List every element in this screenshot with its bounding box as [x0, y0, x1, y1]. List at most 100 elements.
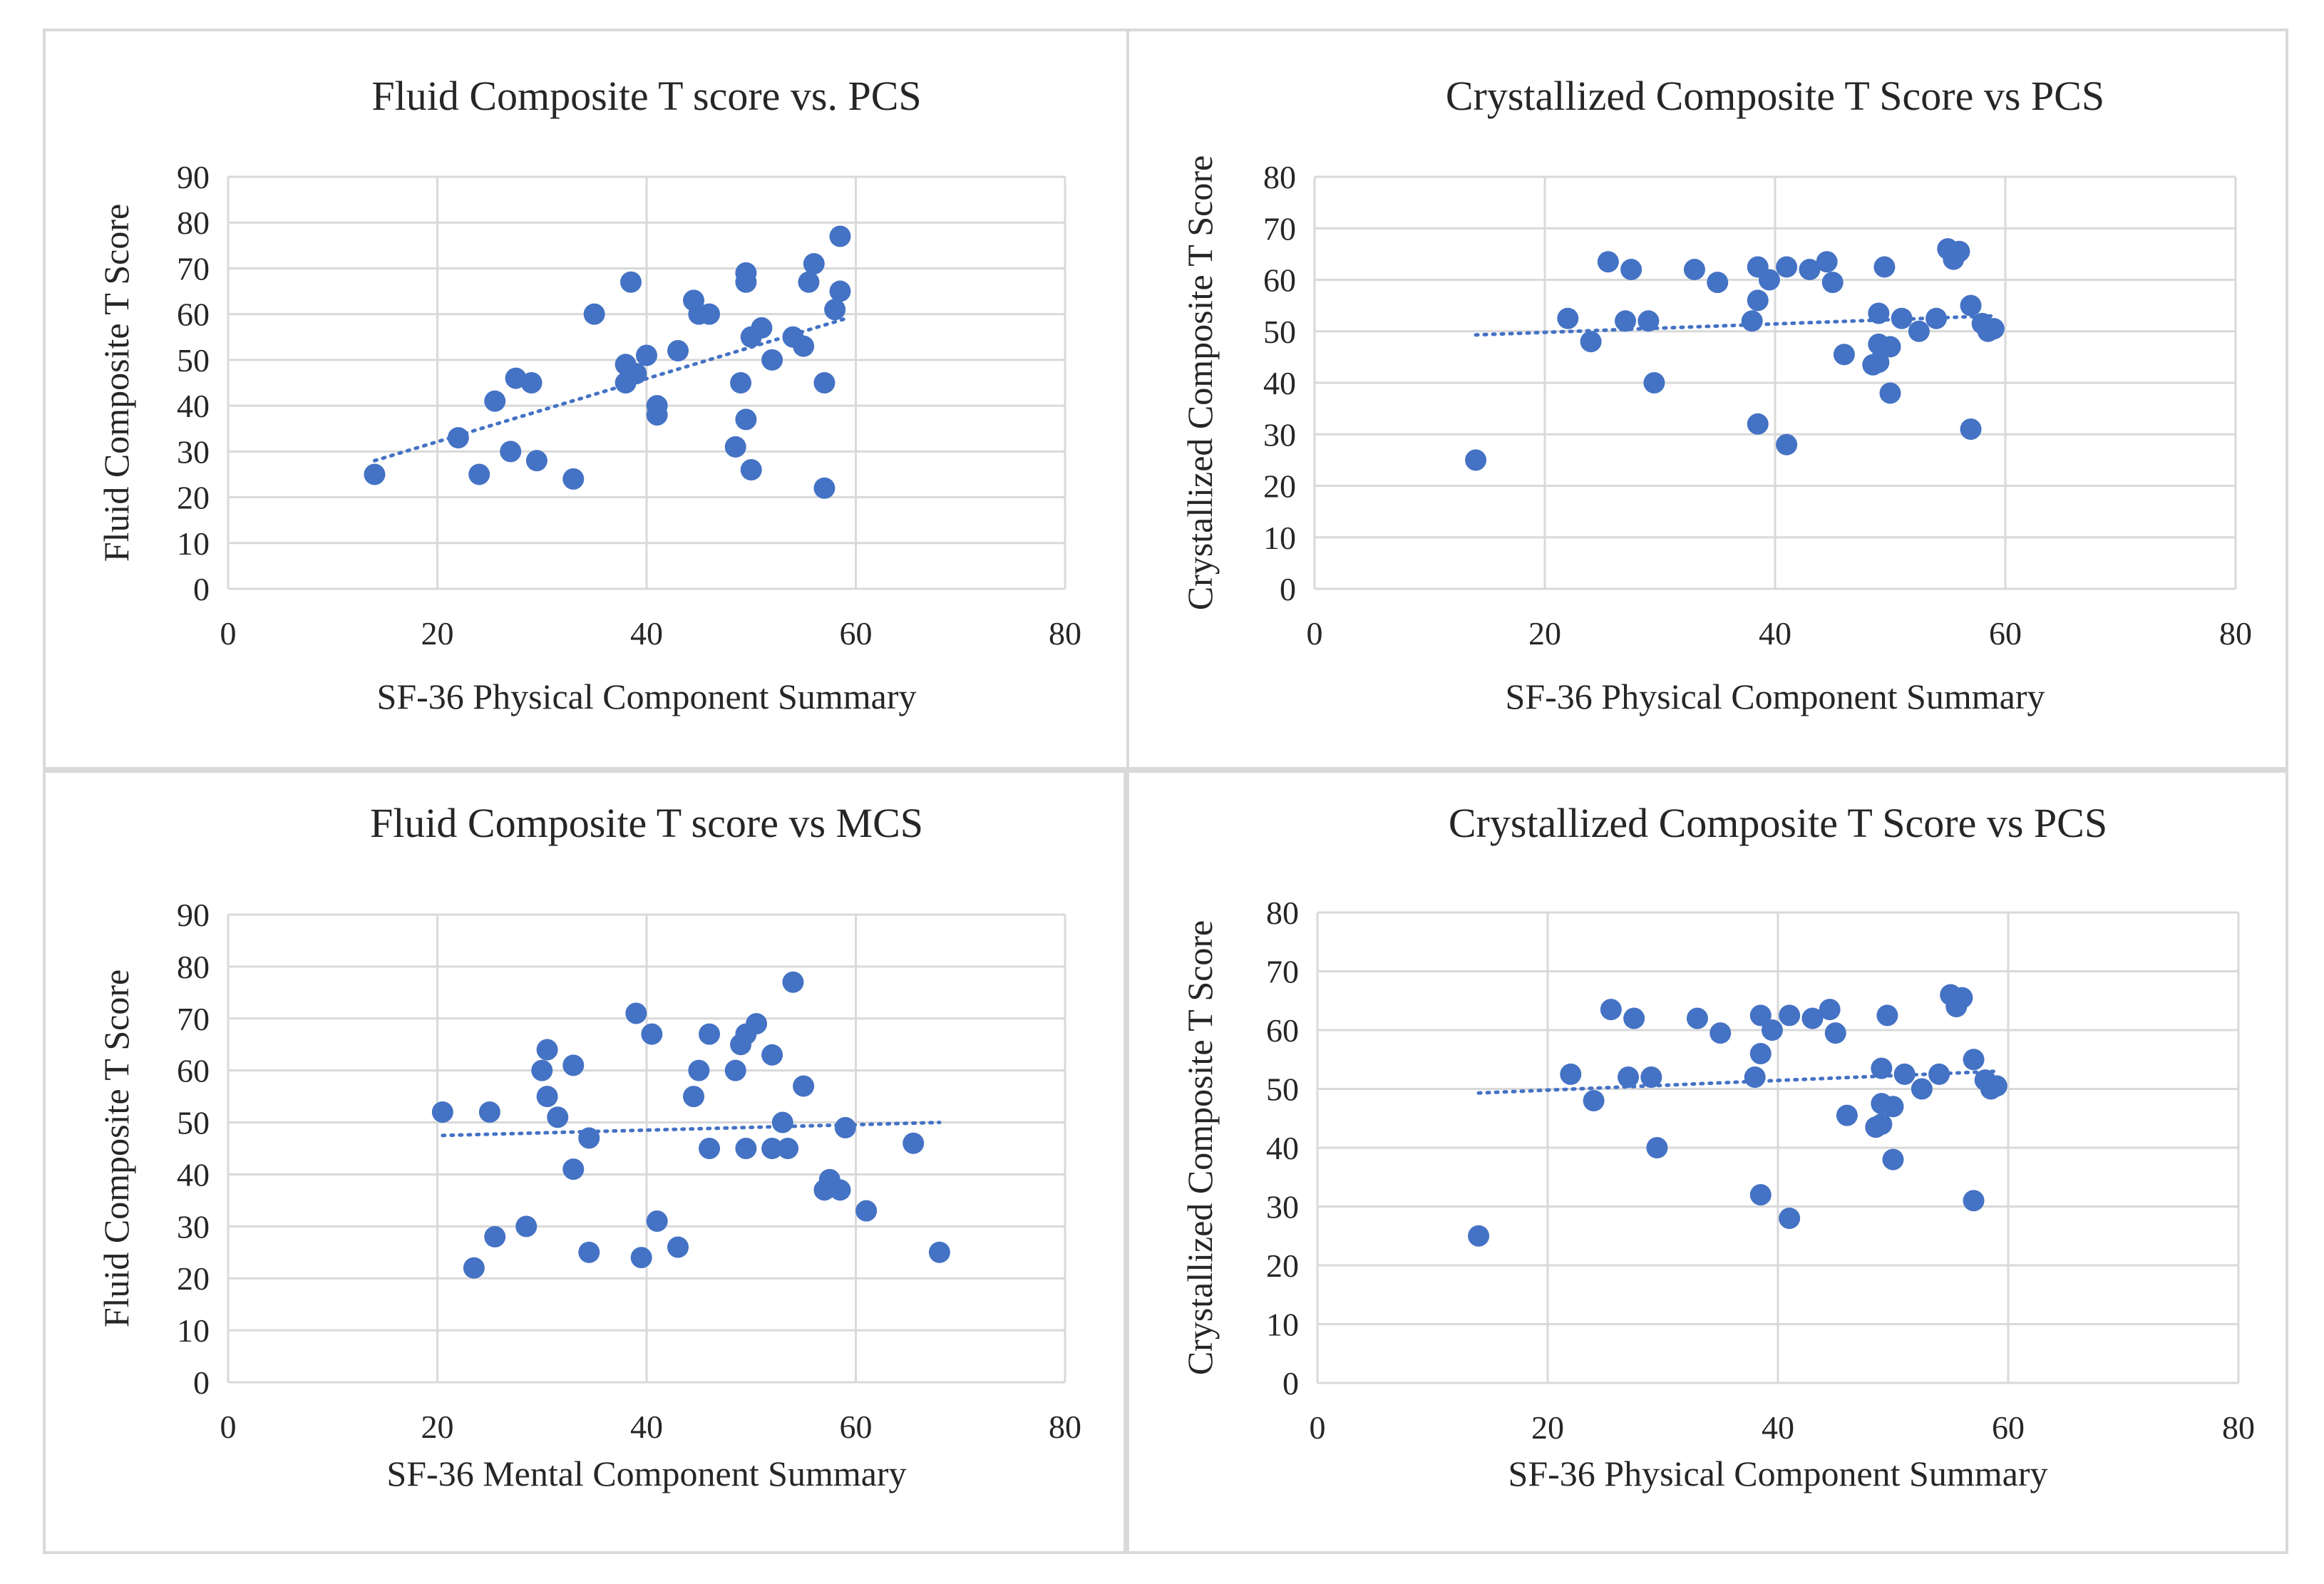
gridlines — [1313, 175, 2237, 590]
data-point — [1819, 999, 1841, 1021]
data-point — [724, 436, 746, 458]
data-point — [1741, 310, 1763, 332]
data-point — [1749, 1184, 1772, 1205]
y-tick-label: 10 — [177, 525, 210, 562]
data-point — [855, 1200, 878, 1222]
data-point — [1747, 413, 1769, 435]
y-tick-label: 70 — [177, 250, 210, 287]
data-point — [761, 1138, 783, 1159]
data-point — [735, 408, 757, 431]
y-tick-label: 60 — [1263, 262, 1296, 299]
y-tick-label: 90 — [177, 897, 210, 933]
data-point — [520, 372, 543, 394]
x-axis-ticks: 0 20 40 60 80 — [1310, 1409, 2256, 1446]
data-point — [484, 390, 506, 412]
x-tick-label: 60 — [1989, 615, 2022, 652]
data-point — [515, 1215, 538, 1238]
x-axis-title: SF-36 Physical Component Summary — [377, 677, 917, 716]
data-point — [431, 1101, 453, 1123]
data-point — [1868, 302, 1890, 324]
chart-svg-fluid-vs-mcs: Fluid Composite T score vs MCS 0 10 20 30 40… — [96, 800, 1081, 1493]
y-tick-label: 10 — [1266, 1307, 1299, 1343]
y-tick-label: 70 — [177, 1001, 210, 1037]
data-point — [1879, 336, 1901, 358]
data-point — [699, 303, 721, 325]
y-tick-label: 90 — [177, 159, 210, 195]
y-tick-label: 80 — [1266, 895, 1299, 931]
data-point — [1643, 372, 1665, 394]
data-point — [536, 1039, 558, 1061]
data-point — [724, 1059, 746, 1081]
data-point — [1960, 418, 1982, 441]
y-tick-label: 70 — [1266, 954, 1299, 990]
x-tick-label: 60 — [840, 615, 873, 652]
data-point — [1985, 1075, 2007, 1097]
data-points — [364, 225, 851, 499]
chart-panel-fluid-vs-mcs: Fluid Composite T score vs MCS 0 10 20 30 40… — [43, 770, 1126, 1554]
data-point — [829, 1179, 851, 1201]
x-tick-label: 40 — [630, 615, 663, 652]
y-tick-label: 40 — [177, 388, 210, 424]
data-point — [1583, 1090, 1605, 1111]
y-tick-label: 60 — [177, 1053, 210, 1089]
x-tick-label: 40 — [630, 1409, 663, 1445]
data-point — [1801, 1007, 1824, 1029]
data-point — [646, 403, 668, 426]
data-point — [813, 477, 835, 499]
y-tick-label: 30 — [177, 433, 210, 470]
trendline — [1476, 1069, 1999, 1095]
data-point — [1882, 1096, 1904, 1118]
chart-panel-crystallized-vs-pcs-top: Crystallized Composite T Score vs PCS 0 1… — [1126, 29, 2288, 770]
y-tick-label: 30 — [1266, 1189, 1299, 1225]
chart-panel-fluid-vs-pcs: Fluid Composite T score vs. PCS 0 10 20 30 4… — [43, 29, 1141, 770]
data-point — [1560, 1063, 1582, 1085]
chart-title: Fluid Composite T score vs. PCS — [371, 73, 921, 119]
data-point — [735, 262, 757, 284]
data-point — [667, 1236, 689, 1258]
chart-title: Fluid Composite T score vs MCS — [370, 800, 923, 846]
data-point — [625, 363, 647, 385]
x-tick-label: 60 — [840, 1409, 873, 1445]
data-point — [1876, 1004, 1898, 1027]
trendline — [372, 317, 848, 463]
data-point — [928, 1241, 950, 1263]
y-tick-label: 40 — [1263, 365, 1296, 401]
data-point — [771, 1111, 793, 1133]
x-tick-label: 40 — [1759, 615, 1791, 652]
y-tick-label: 20 — [177, 1260, 210, 1297]
data-point — [1963, 1049, 1985, 1071]
data-point — [1799, 259, 1821, 281]
data-point — [1709, 1022, 1732, 1044]
data-point — [1871, 1114, 1893, 1135]
data-point — [699, 1138, 721, 1159]
data-point — [636, 344, 657, 366]
chart-title: Crystallized Composite T Score vs PCS — [1446, 73, 2104, 119]
data-point — [735, 1138, 757, 1159]
chart-svg-crystallized-vs-pcs-top: Crystallized Composite T Score vs PCS 0 1… — [1180, 73, 2252, 716]
data-point — [1779, 1004, 1801, 1027]
data-point — [829, 225, 851, 247]
y-tick-label: 70 — [1263, 210, 1296, 247]
y-tick-label: 0 — [1282, 1365, 1299, 1402]
data-point — [1963, 1190, 1985, 1212]
data-point — [1747, 289, 1769, 312]
y-tick-label: 20 — [1263, 468, 1296, 505]
data-point — [1468, 1225, 1490, 1247]
y-tick-label: 40 — [1266, 1130, 1299, 1166]
data-point — [761, 1044, 783, 1066]
y-tick-label: 30 — [177, 1208, 210, 1245]
x-axis-title: SF-36 Mental Component Summary — [386, 1454, 906, 1493]
data-points — [1468, 984, 2007, 1247]
gridlines — [1316, 911, 2240, 1384]
data-point — [1758, 269, 1780, 291]
chart-svg-fluid-vs-pcs: Fluid Composite T score vs. PCS 0 10 20 30 4… — [96, 73, 1082, 716]
x-axis-ticks: 0 20 40 60 80 — [220, 615, 1082, 652]
x-tick-label: 20 — [1531, 1409, 1564, 1446]
data-point — [447, 427, 469, 449]
data-point — [1707, 272, 1729, 294]
data-point — [1960, 294, 1982, 317]
data-point — [1908, 320, 1930, 342]
x-tick-label: 0 — [1307, 615, 1323, 652]
data-point — [1749, 1043, 1772, 1064]
data-point — [782, 971, 804, 993]
